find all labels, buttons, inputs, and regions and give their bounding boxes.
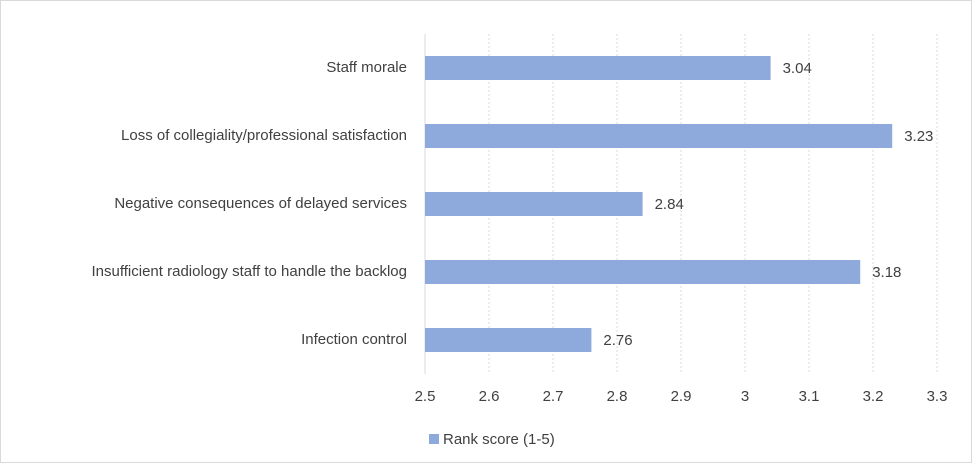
value-label: 2.76 xyxy=(603,332,632,349)
bar xyxy=(425,328,592,352)
bar xyxy=(425,56,771,80)
value-label: 2.84 xyxy=(655,196,684,213)
bar xyxy=(425,124,893,148)
y-tick-label: Staff morale xyxy=(326,59,407,76)
bar xyxy=(425,192,643,216)
x-tick-label: 2.8 xyxy=(607,388,628,405)
y-tick-label: Insufficient radiology staff to handle t… xyxy=(92,263,408,280)
legend-label: Rank score (1-5) xyxy=(443,431,555,448)
x-tick-label: 3.2 xyxy=(863,388,884,405)
y-tick-label: Loss of collegiality/professional satisf… xyxy=(121,127,407,144)
value-label: 3.23 xyxy=(904,128,933,145)
x-tick-label: 3.3 xyxy=(927,388,948,405)
x-tick-label: 2.7 xyxy=(543,388,564,405)
value-label: 3.04 xyxy=(783,60,812,77)
x-tick-label: 2.6 xyxy=(479,388,500,405)
x-tick-label: 3.1 xyxy=(799,388,820,405)
value-label: 3.18 xyxy=(872,264,901,281)
x-tick-label: 2.5 xyxy=(415,388,436,405)
y-tick-label: Infection control xyxy=(301,331,407,348)
legend-swatch xyxy=(429,434,439,444)
bar xyxy=(425,260,861,284)
x-tick-label: 2.9 xyxy=(671,388,692,405)
x-tick-label: 3 xyxy=(741,388,749,405)
y-tick-label: Negative consequences of delayed service… xyxy=(114,195,407,212)
